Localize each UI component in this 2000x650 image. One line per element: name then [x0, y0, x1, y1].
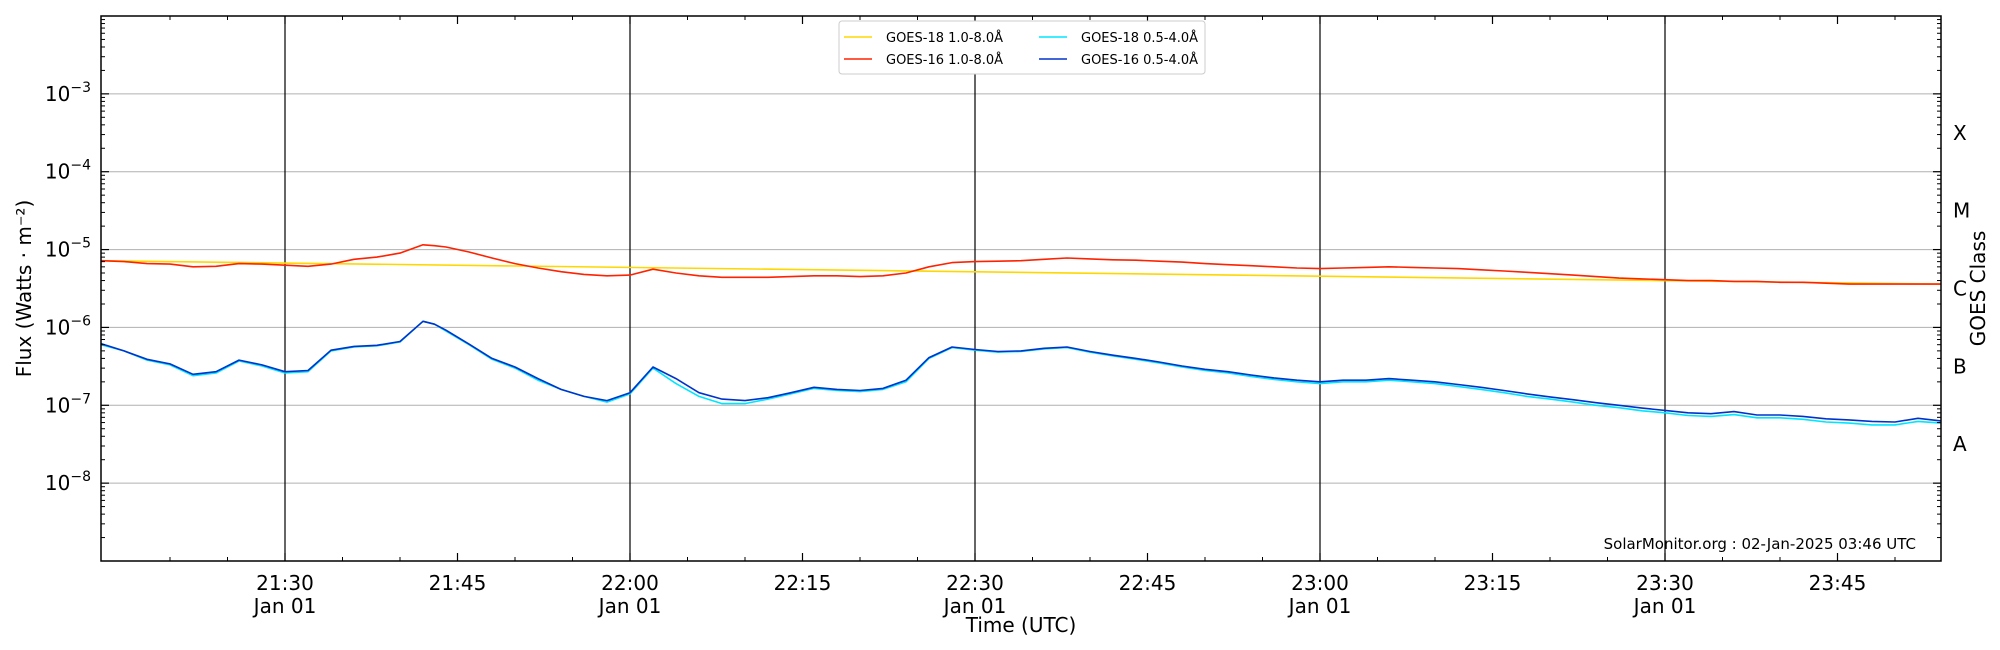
- x-tick-label: 22:30: [946, 571, 1004, 595]
- x-tick-label: 21:30: [256, 571, 314, 595]
- y-tick-label: 10−7: [45, 391, 91, 417]
- y-tick-label: 10−3: [45, 80, 91, 106]
- y-axis-label: Flux (Watts · m⁻²): [12, 200, 36, 378]
- y-tick-label: 10−5: [45, 236, 91, 262]
- legend-box: [838, 20, 1206, 75]
- x-tick-label: 23:30: [1636, 571, 1694, 595]
- series-line-1: [100, 259, 1942, 285]
- credit-text: SolarMonitor.org : 02-Jan-2025 03:46 UTC: [1604, 535, 1916, 553]
- x-tick-label: 23:00: [1291, 571, 1349, 595]
- y-tick-label: 10−6: [45, 313, 91, 339]
- gridlines: [101, 16, 1941, 561]
- series-lines: [100, 244, 1942, 426]
- goes-class-label: X: [1953, 121, 1967, 145]
- legend-label-4: GOES-16 0.5-4.0Å: [1081, 52, 1198, 68]
- goes-class-label: A: [1953, 432, 1967, 456]
- x-tick-date-label: Jan 01: [942, 594, 1007, 618]
- x-tick-date-label: Jan 01: [1632, 594, 1697, 618]
- x-tick-label: 21:45: [429, 571, 487, 595]
- goes-class-label: C: [1953, 277, 1967, 301]
- x-tick-date-label: Jan 01: [252, 594, 317, 618]
- legend: GOES-18 1.0-8.0Å GOES-16 1.0-8.0Å GOES-18 …: [838, 20, 1206, 75]
- x-tick-label: 23:15: [1464, 571, 1522, 595]
- legend-label-1: GOES-18 1.0-8.0Å: [886, 30, 1003, 46]
- x-tick-label: 22:15: [774, 571, 832, 595]
- series-line-2: [100, 244, 1941, 285]
- x-tick-date-label: Jan 01: [1287, 594, 1352, 618]
- y-axis: 10−8 10−7 10−6 10−5 10−4 10−3: [45, 19, 1941, 539]
- goes-class-axis-label: GOES Class: [1966, 231, 1990, 347]
- y-tick-label: 10−8: [45, 469, 91, 495]
- goes-class-axis: A B C M X: [1953, 121, 1970, 456]
- goes-class-label: B: [1953, 354, 1967, 378]
- x-tick-label: 23:45: [1809, 571, 1867, 595]
- goes-class-label: M: [1953, 199, 1970, 223]
- y-tick-label: 10−4: [45, 158, 91, 184]
- series-line-4: [100, 320, 1942, 423]
- x-tick-date-label: Jan 01: [597, 594, 662, 618]
- legend-label-3: GOES-18 0.5-4.0Å: [1081, 30, 1198, 46]
- x-tick-label: 22:45: [1119, 571, 1177, 595]
- x-axis-label: Time (UTC): [965, 613, 1077, 637]
- legend-label-2: GOES-16 1.0-8.0Å: [886, 52, 1003, 68]
- plot-frame: [100, 15, 1942, 562]
- x-tick-label: 22:00: [601, 571, 659, 595]
